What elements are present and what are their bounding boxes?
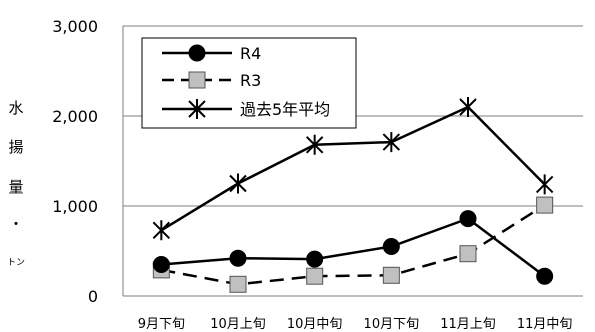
series-1-point-5 [536, 196, 554, 214]
series-2-point-0 [152, 220, 171, 241]
legend-marker-0 [188, 44, 206, 62]
series-0-point-1 [229, 249, 247, 267]
series-1-point-4 [459, 245, 477, 263]
x-tick-label: 10月中旬 [287, 317, 343, 332]
y-tick-label: 1,000 [52, 197, 98, 216]
series-2-point-4 [459, 97, 477, 117]
legend-label-0: R4 [240, 44, 261, 63]
y-axis-title-char-1: 水 [8, 99, 24, 117]
legend-label-1: R3 [240, 71, 261, 90]
y-axis-title-unit: トン [6, 258, 25, 268]
series-line-2 [160, 105, 546, 232]
y-tick-label: 3,000 [52, 17, 98, 36]
series-2-point-1 [229, 173, 247, 194]
x-tick-label: 11月上旬 [440, 317, 496, 332]
series-0-point-2 [306, 250, 324, 268]
series-2-point-3 [382, 132, 401, 153]
legend-marker-1 [188, 71, 206, 89]
x-tick-label: 10月上旬 [210, 317, 266, 332]
series-0-point-0 [152, 256, 170, 273]
series-2-point-5 [535, 174, 554, 195]
series-2-point-2 [305, 134, 324, 155]
series-1-point-1 [229, 275, 247, 293]
y-axis-title-char-2: 揚 [8, 138, 24, 156]
x-tick-label: 10月下旬 [364, 317, 420, 332]
y-tick-label: 0 [88, 287, 98, 306]
series-0-point-4 [459, 210, 477, 228]
series-line-0 [161, 217, 546, 278]
x-tick-label: 9月下旬 [138, 317, 185, 332]
series-line-1 [161, 204, 546, 286]
x-tick-label: 11月中旬 [517, 317, 573, 332]
series-0-point-3 [382, 238, 400, 255]
series-1-point-3 [382, 266, 400, 284]
legend-box [141, 37, 357, 129]
y-axis-title-char-4: ・ [8, 215, 24, 233]
y-axis-title-char-3: 量 [8, 178, 24, 196]
y-tick-label: 2,000 [52, 107, 98, 126]
series-1-point-2 [306, 267, 324, 285]
legend-marker-2 [188, 99, 206, 119]
legend-label-2: 過去5年平均 [240, 100, 330, 119]
series-0-point-5 [536, 267, 554, 285]
